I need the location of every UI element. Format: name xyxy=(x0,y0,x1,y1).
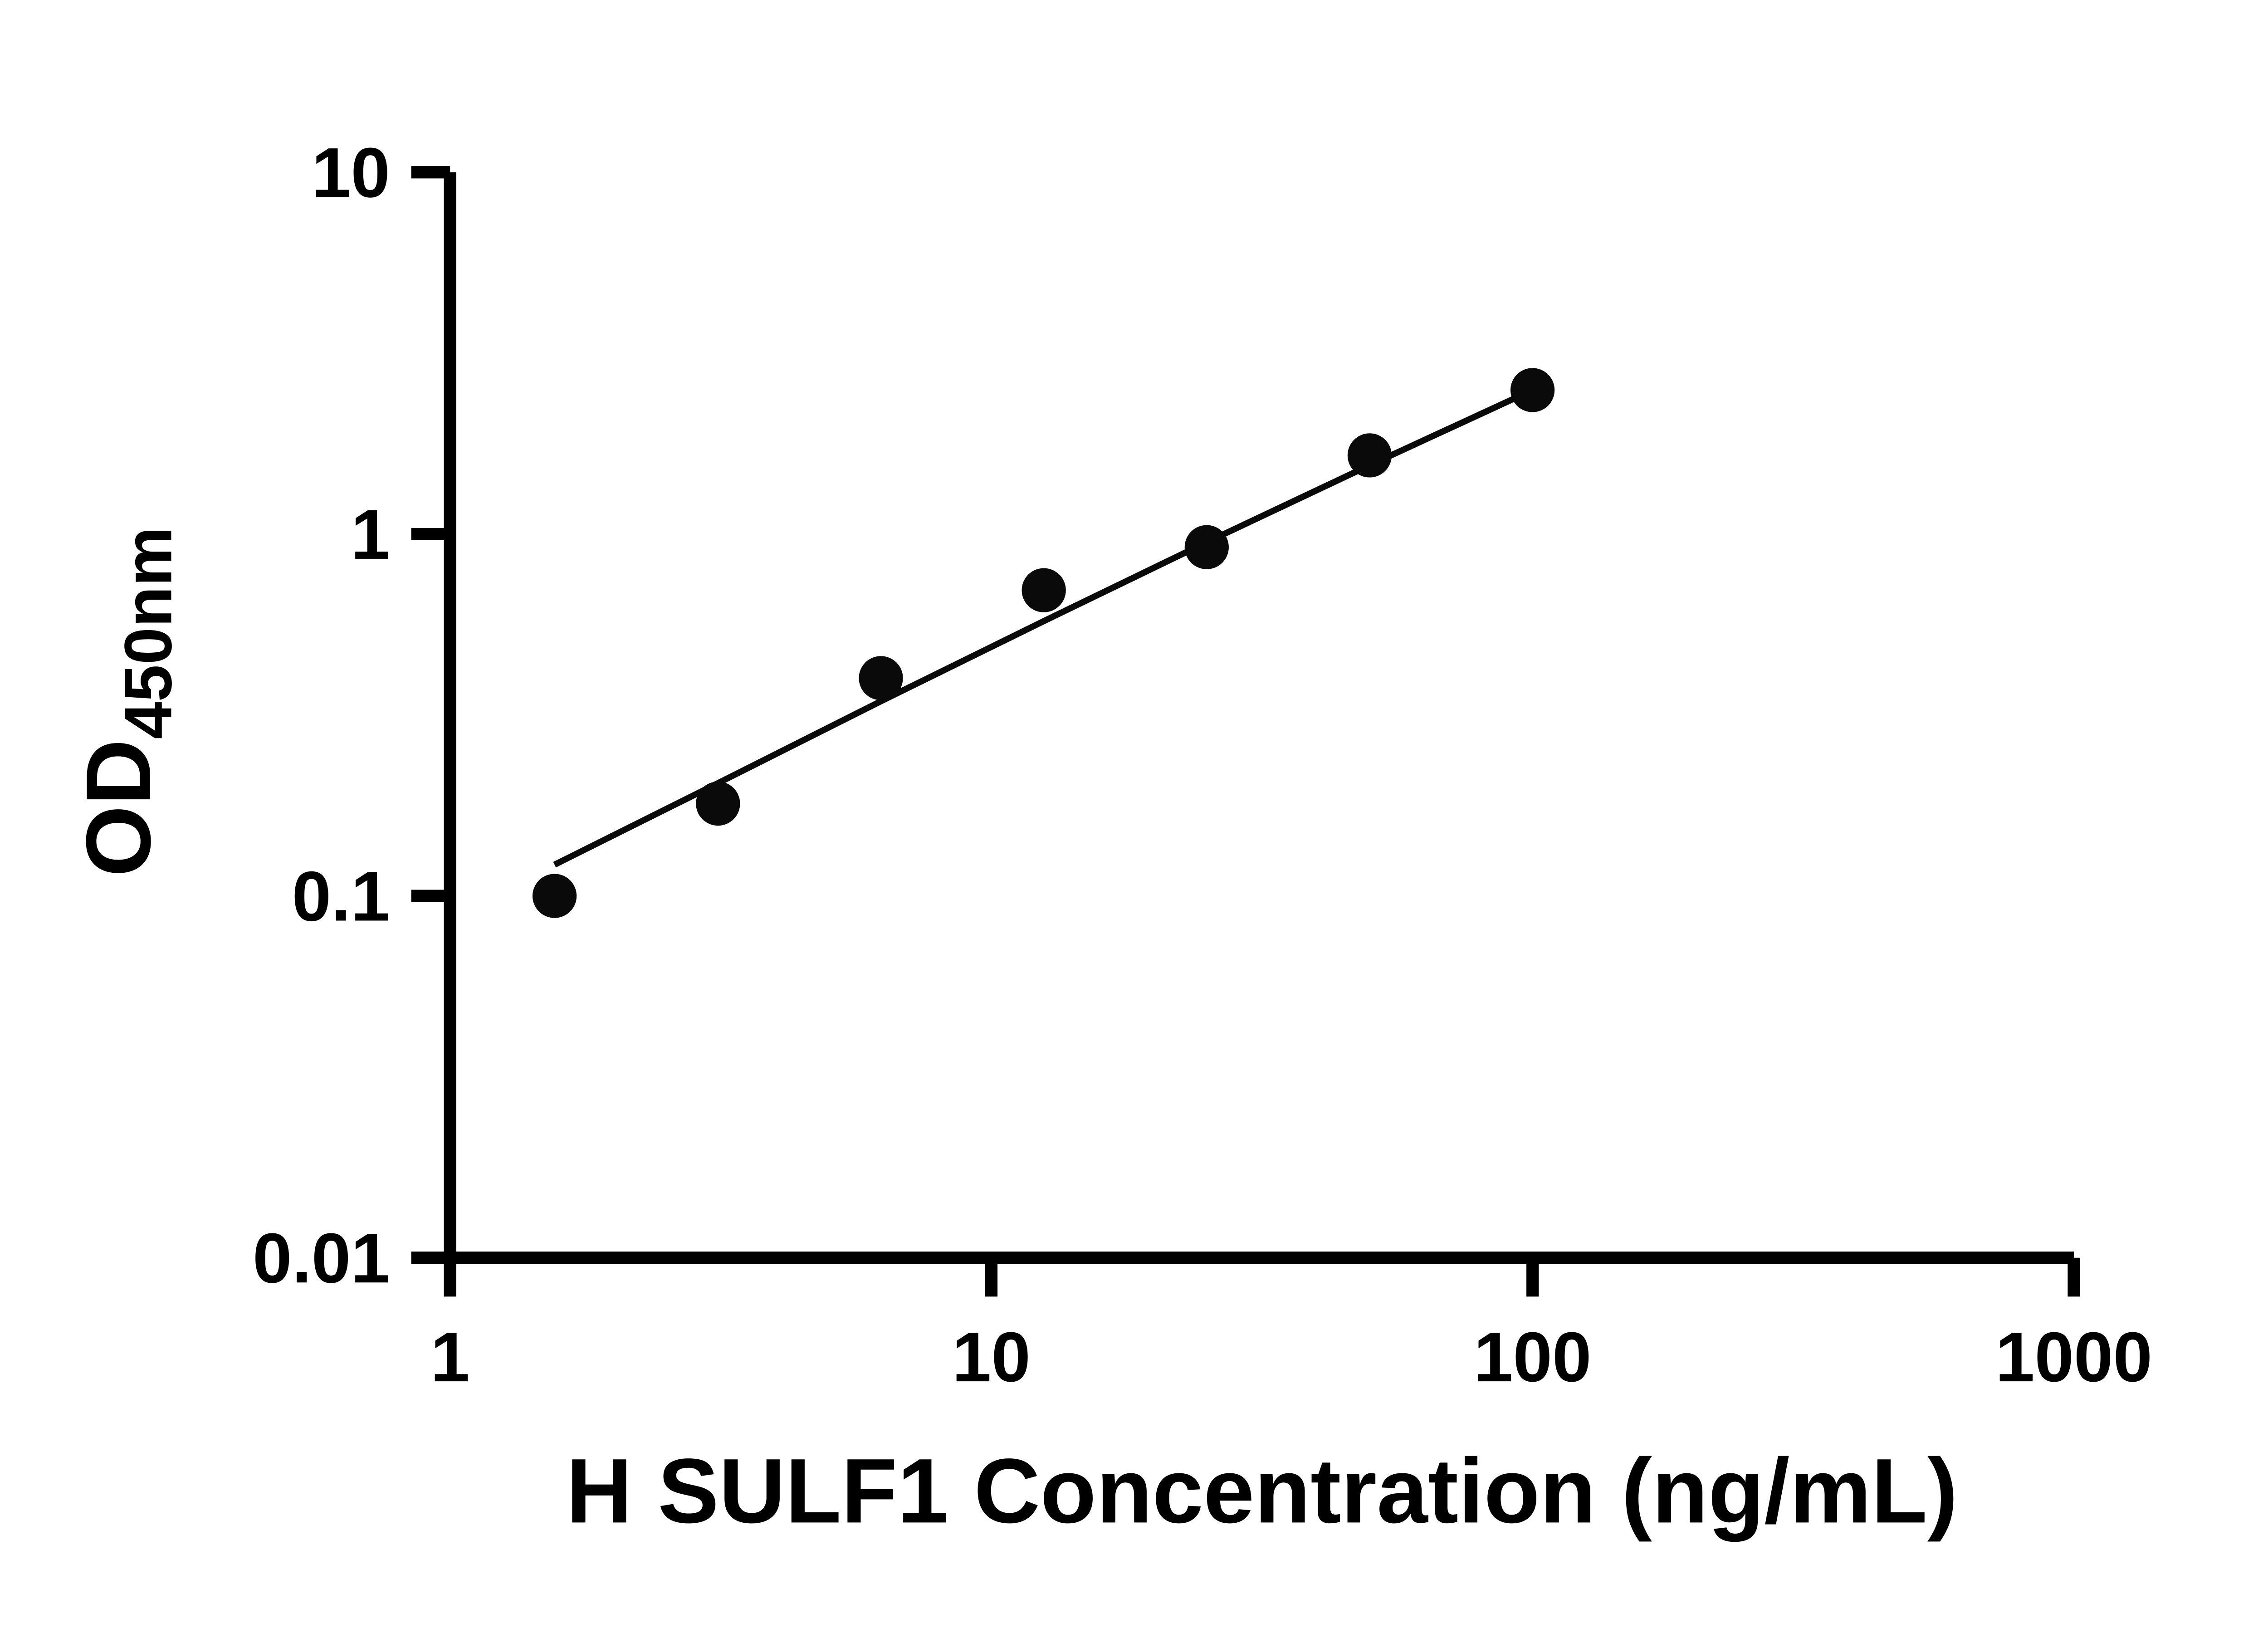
plot-content xyxy=(532,368,1555,918)
y-tick-label: 0.01 xyxy=(253,1218,390,1297)
data-point xyxy=(532,874,577,918)
data-point xyxy=(1022,568,1066,612)
data-point xyxy=(1184,525,1229,569)
x-axis-label: H SULF1 Concentration (ng/mL) xyxy=(566,1439,1958,1542)
x-axis-ticks xyxy=(444,1257,2080,1297)
y-axis-ticks xyxy=(411,166,450,1264)
y-axis-label-subscript: 450nm xyxy=(111,527,186,739)
y-axis-label: OD450nm xyxy=(67,527,186,877)
axis-spines xyxy=(444,172,2074,1264)
data-point xyxy=(859,656,903,700)
data-point xyxy=(696,781,740,826)
y-tick-label: 1 xyxy=(351,495,390,574)
x-tick-label: 1000 xyxy=(1995,1317,2152,1396)
data-point xyxy=(1510,368,1555,412)
data-point xyxy=(1347,433,1392,478)
x-axis-tick-labels: 1 10 100 1000 xyxy=(430,1317,2152,1396)
y-tick-label: 0.1 xyxy=(292,857,390,936)
y-tick-label: 10 xyxy=(312,133,390,212)
y-axis-tick-labels: 0.01 0.1 1 10 xyxy=(253,133,390,1297)
plot-axes: 1 10 100 1000 0.01 0.1 1 10 xyxy=(253,133,2152,1396)
x-tick-label: 10 xyxy=(952,1317,1031,1396)
x-tick-label: 1 xyxy=(430,1317,470,1396)
x-tick-label: 100 xyxy=(1474,1317,1592,1396)
y-axis-label-main: OD xyxy=(67,739,170,877)
data-points xyxy=(532,368,1555,918)
